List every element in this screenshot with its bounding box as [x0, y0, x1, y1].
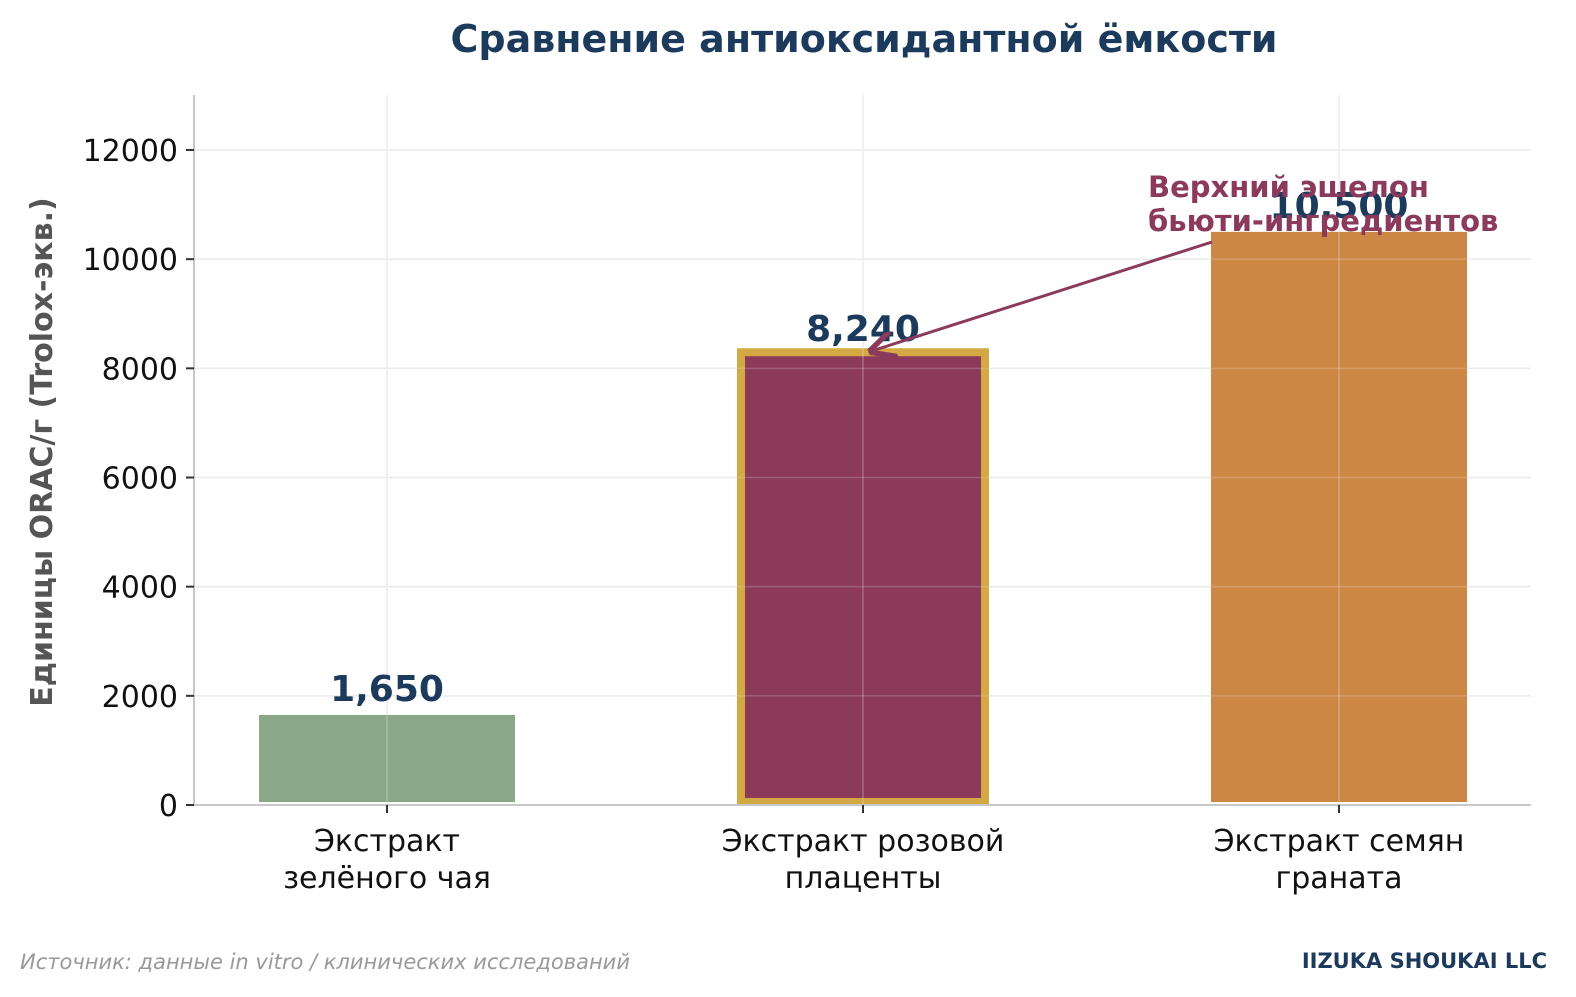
x-tick-label: Экстракт розовой: [722, 824, 1005, 859]
x-tick-label: плаценты: [785, 861, 942, 896]
axes: 0 2000 4000 6000 8000 10000 12000 Экстрактзелён…: [83, 95, 1531, 896]
annotation-text: Верхний эшелон: [1148, 170, 1429, 204]
x-tick-label: Экстракт семян: [1214, 824, 1465, 859]
bars: [194, 95, 1531, 806]
y-tick-label: 8000: [102, 352, 178, 387]
value-label-2: 10,500: [1270, 186, 1409, 227]
annotation-arrow: [871, 240, 1213, 351]
value-label-0: 1,650: [330, 669, 444, 710]
x-tick-label: Экстракт: [314, 824, 460, 859]
y-tick-label: 2000: [102, 680, 178, 715]
x-tick-label: граната: [1275, 861, 1402, 896]
bar-1: [737, 348, 989, 806]
y-tick-label: 10000: [83, 243, 178, 278]
value-labels: 1,650 8,240 10,500: [330, 186, 1408, 710]
y-tick-label: 12000: [83, 134, 178, 169]
chart-title: Сравнение антиоксидантной ёмкости: [450, 17, 1277, 61]
y-tick-label: 0: [159, 789, 178, 824]
x-tick-label: зелёного чая: [283, 861, 491, 896]
bar-0: [259, 714, 515, 802]
source-note: Источник: данные in vitro / клинических …: [20, 950, 630, 974]
y-tick-label: 4000: [102, 571, 178, 606]
brand-label: IIZUKA SHOUKAI LLC: [1301, 949, 1547, 973]
bar-2: [1211, 231, 1467, 802]
y-tick-label: 6000: [102, 462, 178, 497]
y-axis-label: Единицы ORAC/г (Trolox-экв.): [25, 197, 60, 706]
value-label-1: 8,240: [806, 309, 920, 350]
annotation-text: бьюти-ингредиентов: [1148, 204, 1498, 238]
